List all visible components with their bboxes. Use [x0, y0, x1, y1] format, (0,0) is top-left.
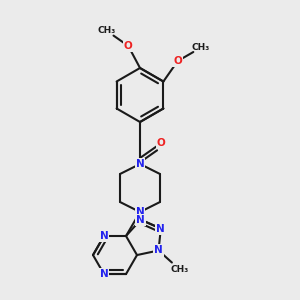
- Text: N: N: [154, 245, 163, 256]
- Text: N: N: [100, 231, 108, 241]
- Text: N: N: [136, 207, 144, 217]
- Text: N: N: [136, 159, 144, 169]
- Text: N: N: [136, 215, 145, 225]
- Text: CH₃: CH₃: [192, 43, 210, 52]
- Text: O: O: [157, 138, 166, 148]
- Text: O: O: [173, 56, 182, 66]
- Text: CH₃: CH₃: [97, 26, 115, 35]
- Text: N: N: [156, 224, 165, 234]
- Text: O: O: [124, 41, 133, 51]
- Text: CH₃: CH₃: [170, 265, 188, 274]
- Text: N: N: [100, 269, 108, 279]
